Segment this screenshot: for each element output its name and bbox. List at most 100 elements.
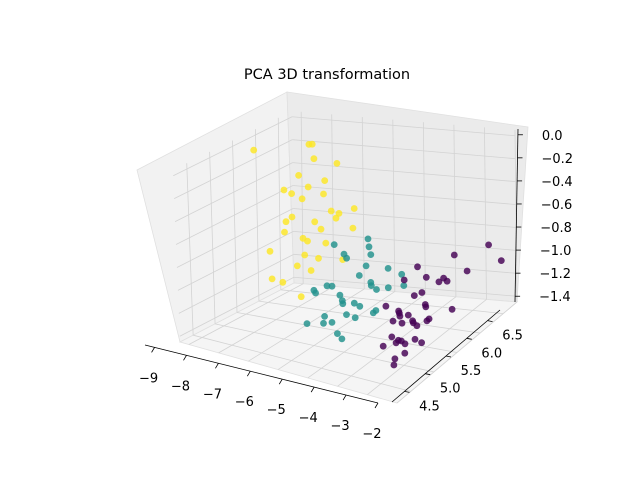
y-gridline-floor [193, 334, 411, 392]
data-point [250, 146, 258, 154]
x-tick [151, 347, 155, 353]
data-point [392, 339, 400, 347]
data-point [398, 337, 405, 345]
data-point [327, 207, 335, 215]
data-point [304, 183, 312, 191]
x-axis-line [144, 344, 379, 404]
data-point [280, 186, 288, 194]
x-tick [246, 371, 251, 377]
z-gridline-back [293, 231, 517, 251]
data-point [307, 267, 315, 274]
data-point [343, 311, 350, 318]
z-gridline-left [175, 185, 294, 245]
data-point [395, 307, 402, 315]
x-tick-label: −8 [171, 379, 190, 394]
data-point [384, 284, 392, 292]
data-point [336, 291, 344, 299]
data-point [356, 302, 364, 310]
y-tick-label: 5.0 [440, 382, 461, 397]
y-tick-label: 5.5 [461, 364, 482, 379]
x-tick-label: −2 [362, 427, 381, 442]
data-point [391, 355, 399, 363]
data-point [293, 262, 301, 270]
chart-title: PCA 3D transformation [244, 67, 410, 83]
y-tick-label: 6.0 [481, 346, 502, 361]
data-point [384, 265, 392, 272]
data-point [418, 289, 426, 296]
data-point [390, 361, 398, 369]
data-point [317, 225, 325, 233]
data-point [362, 262, 370, 270]
x-tick-label: −7 [203, 387, 222, 402]
x-tick [310, 386, 315, 393]
data-point [414, 263, 421, 271]
data-point [398, 319, 406, 327]
x-tick [342, 394, 347, 401]
data-point [485, 241, 492, 249]
data-point [323, 282, 331, 290]
data-point [303, 320, 311, 327]
z-tick-label: −1.2 [540, 267, 572, 282]
data-point [421, 301, 429, 308]
data-point [334, 330, 341, 337]
data-point [448, 305, 456, 313]
data-point [382, 302, 390, 310]
data-point [343, 254, 350, 262]
data-points [250, 140, 505, 369]
data-point [281, 228, 288, 236]
tick-labels: −9 −8 −7 −6 −5 −4 −3 −2 4.55.05.5 6.06.5 −1.4 −1.2 −… [139, 129, 573, 442]
data-point [463, 267, 471, 275]
data-point [411, 335, 419, 343]
data-point [401, 349, 409, 357]
data-point [350, 205, 358, 212]
data-point [422, 273, 430, 281]
x-tick-label: −5 [267, 403, 286, 418]
x-tick [278, 378, 283, 385]
data-point [298, 195, 306, 203]
data-point [435, 278, 443, 286]
z-gridline-left [173, 116, 293, 177]
data-point [349, 224, 357, 232]
data-point [328, 282, 336, 290]
data-point [404, 311, 412, 319]
data-point [418, 339, 425, 347]
data-point [299, 234, 307, 242]
x-tick-label: −3 [330, 419, 349, 434]
data-point [322, 239, 330, 247]
x-tick [374, 402, 379, 409]
y-gridline-floor [258, 300, 481, 334]
z-gridline-left [179, 276, 295, 337]
z-tick-label: −1.0 [540, 244, 572, 259]
data-point [301, 251, 309, 259]
data-point [410, 292, 418, 299]
data-point [409, 317, 416, 325]
data-point [400, 276, 408, 284]
data-point [367, 279, 375, 286]
data-point [423, 317, 431, 325]
x-tick-label: −9 [139, 371, 158, 386]
data-point [450, 251, 458, 259]
data-point [328, 319, 336, 326]
z-tick-label: −0.2 [542, 152, 574, 167]
y-tick-label: 6.5 [502, 329, 523, 344]
data-point [288, 213, 296, 221]
data-point [388, 333, 396, 341]
z-tick-label: −1.4 [539, 290, 571, 305]
z-tick-label: −0.6 [541, 198, 573, 213]
x-tick [215, 363, 219, 369]
data-point [315, 254, 322, 262]
z-gridline-back [293, 253, 517, 274]
data-point [372, 307, 380, 314]
data-point [355, 272, 363, 279]
data-point [268, 275, 276, 283]
data-point [373, 286, 380, 293]
y-tick [466, 337, 472, 340]
data-point [312, 289, 319, 297]
data-point [398, 270, 406, 278]
data-point [351, 314, 359, 322]
z-tick-label: 0.0 [542, 129, 563, 144]
data-point [497, 257, 505, 264]
z-gridline-back [292, 162, 516, 182]
data-point [282, 218, 290, 226]
